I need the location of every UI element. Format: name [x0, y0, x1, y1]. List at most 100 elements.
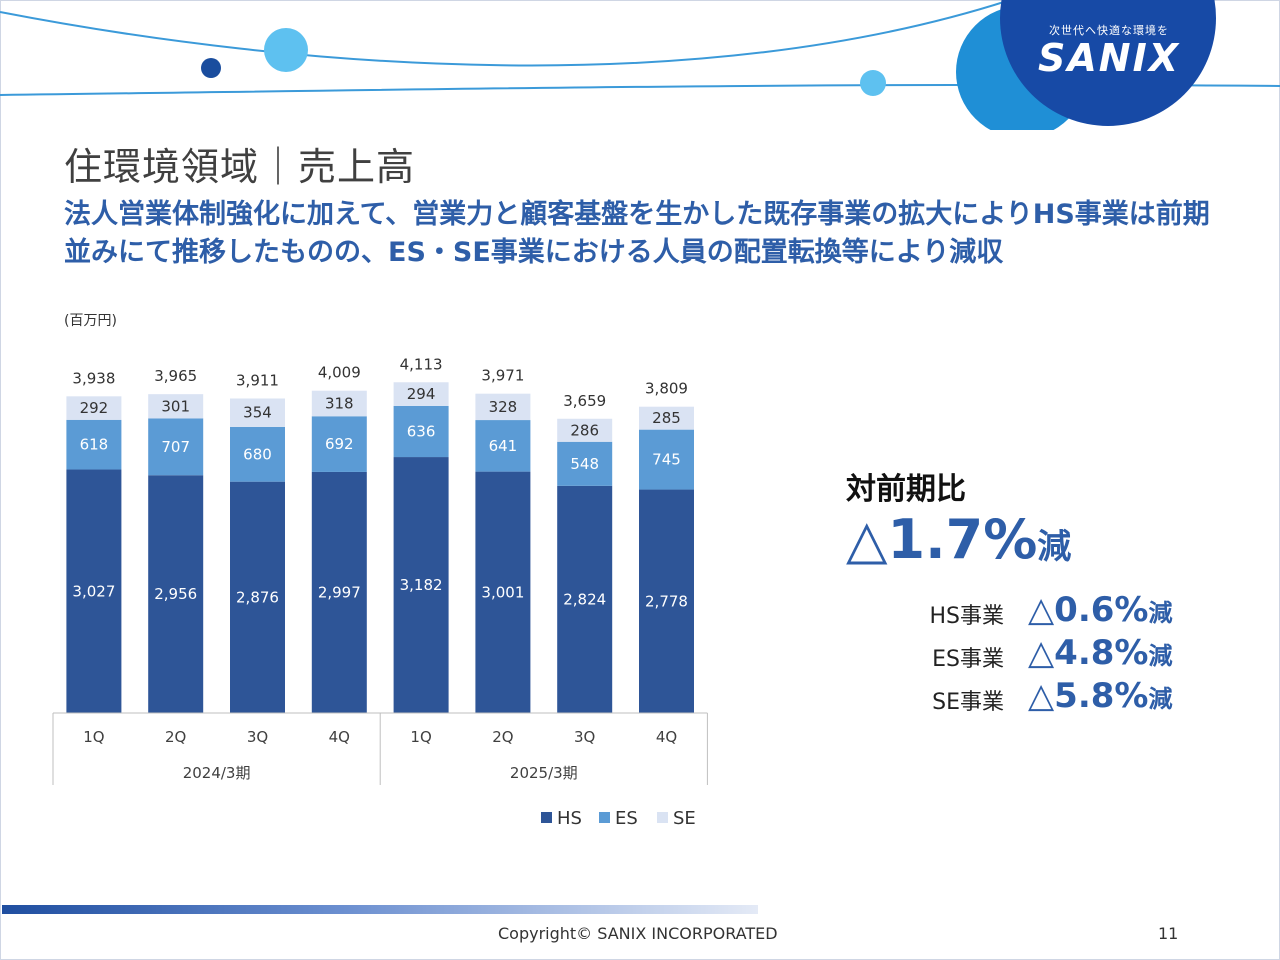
comparison-symbol: △	[1028, 676, 1055, 716]
data-label-se: 354	[243, 404, 272, 422]
comparison-percent: 5.8%	[1054, 676, 1149, 716]
total-label: 3,809	[645, 380, 688, 398]
deco-circle-large	[264, 28, 308, 72]
comparison-label: SE事業	[932, 690, 1004, 715]
data-label-es: 680	[243, 445, 272, 463]
comparison-percent: 0.6%	[1054, 590, 1149, 630]
bar-segment-se	[311, 390, 367, 417]
total-label: 3,659	[563, 392, 606, 410]
x-tick-label: 2Q	[492, 728, 513, 746]
data-label-se: 318	[325, 394, 354, 412]
data-label-se: 328	[489, 398, 518, 416]
copyright: Copyright© SANIX INCORPORATED	[498, 924, 778, 943]
data-label-es: 745	[652, 451, 681, 469]
legend-label-es: ES	[615, 808, 638, 829]
data-label-hs: 3,027	[72, 582, 115, 600]
comparison-value: △4.8%減	[1028, 633, 1172, 673]
comparison-value: △0.6%減	[1028, 590, 1172, 630]
bar-segment-hs	[230, 481, 285, 713]
bar-segment-se	[66, 396, 122, 420]
bar-segment-es	[311, 416, 367, 472]
data-label-hs: 3,182	[400, 576, 443, 594]
logo-tagline: 次世代へ快適な環境を	[1049, 24, 1169, 37]
data-label-hs: 2,778	[645, 592, 688, 610]
deco-circle-dark	[201, 58, 221, 78]
data-label-hs: 2,824	[563, 590, 606, 608]
bar-segment-se	[230, 398, 285, 427]
bar-segment-se	[475, 393, 531, 421]
x-tick-label: 4Q	[329, 728, 350, 746]
legend-swatch-hs	[541, 812, 552, 823]
bar-segment-es	[230, 426, 285, 482]
sanix-logo: SANIX	[1038, 36, 1181, 80]
bar-segment-es	[148, 418, 204, 476]
bar-segment-es	[557, 441, 613, 486]
data-label-hs: 2,876	[236, 588, 279, 606]
data-label-hs: 3,001	[481, 583, 524, 601]
bar-segment-hs	[475, 471, 531, 713]
comparison-label: HS事業	[929, 604, 1004, 629]
comparison-label: ES事業	[932, 647, 1004, 672]
page-subtitle: 法人営業体制強化に加えて、営業力と顧客基盤を生かした既存事業の拡大によりHS事業…	[64, 199, 1210, 268]
header-decoration	[0, 0, 1280, 130]
bar-segment-se	[148, 394, 204, 419]
bar-segment-es	[475, 420, 531, 472]
legend-swatch-se	[657, 812, 668, 823]
data-label-es: 707	[161, 438, 190, 456]
comparison-symbol: △	[1028, 633, 1055, 673]
x-tick-label: 1Q	[410, 728, 431, 746]
logo-circle	[1000, 0, 1216, 126]
total-label: 3,965	[154, 367, 197, 385]
data-label-es: 641	[489, 437, 518, 455]
bar-segment-hs	[148, 475, 204, 713]
bar-segment-se	[639, 406, 694, 430]
page-title: 住環境領域｜売上高	[64, 145, 416, 189]
total-label: 4,113	[400, 355, 443, 373]
total-label: 4,009	[318, 364, 361, 382]
comparison-row-se: SE事業 △5.8%減	[880, 676, 1190, 716]
data-label-se: 301	[161, 397, 190, 415]
legend-label-hs: HS	[557, 808, 582, 829]
footer-bar	[2, 905, 758, 914]
legend-swatch-es	[599, 812, 610, 823]
data-label-se: 285	[652, 409, 681, 427]
bar-segment-hs	[393, 457, 449, 713]
comparison-total-value: 1.7%	[887, 508, 1038, 571]
data-label-es: 692	[325, 435, 354, 453]
x-tick-label: 4Q	[656, 728, 677, 746]
data-label-se: 286	[570, 421, 599, 439]
total-label: 3,938	[72, 369, 115, 387]
data-label-se: 294	[407, 385, 436, 403]
bar-segment-hs	[639, 489, 694, 713]
legend-label-se: SE	[673, 808, 696, 829]
data-label-es: 636	[407, 422, 436, 440]
x-group-label: 2024/3期	[183, 764, 251, 782]
bar-segment-hs	[311, 471, 367, 713]
bar-segment-se	[557, 418, 613, 442]
x-tick-label: 3Q	[574, 728, 595, 746]
deco-circle-small	[860, 70, 886, 96]
comparison-total-suffix: 減	[1037, 527, 1072, 567]
data-label-se: 292	[80, 399, 109, 417]
comparison-percent: 4.8%	[1054, 633, 1149, 673]
bar-segment-es	[393, 405, 449, 458]
comparison-symbol: △	[1028, 590, 1055, 630]
total-label: 3,971	[481, 367, 524, 385]
comparison-row-hs: HS事業 △0.6%減	[880, 590, 1190, 630]
comparison-suffix: 減	[1148, 642, 1173, 670]
comparison-suffix: 減	[1148, 685, 1173, 713]
comparison-suffix: 減	[1148, 599, 1173, 627]
x-group-label: 2025/3期	[510, 764, 578, 782]
chart-unit-label: (百万円)	[64, 313, 117, 329]
x-tick-label: 3Q	[247, 728, 268, 746]
bar-segment-se	[393, 382, 449, 406]
comparison-total: △1.7%減	[846, 508, 1071, 571]
data-label-hs: 2,997	[318, 583, 361, 601]
page-number: 11	[1158, 924, 1179, 943]
bar-segment-hs	[66, 469, 122, 713]
total-label: 3,911	[236, 372, 279, 390]
bar-segment-hs	[557, 485, 613, 713]
comparison-row-es: ES事業 △4.8%減	[880, 633, 1190, 673]
comparison-total-symbol: △	[846, 508, 888, 571]
x-tick-label: 1Q	[83, 728, 104, 746]
